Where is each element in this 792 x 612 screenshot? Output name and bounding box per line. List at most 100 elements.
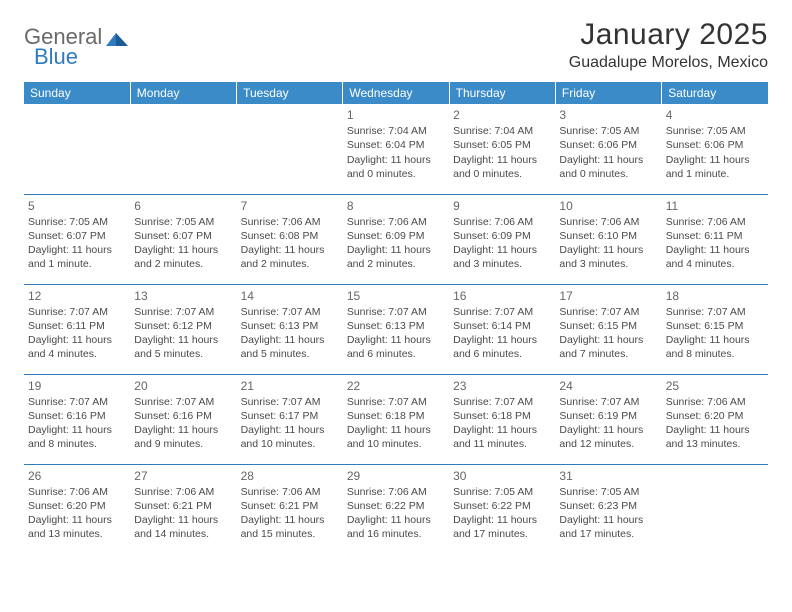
sunset-line: Sunset: 6:18 PM xyxy=(453,409,551,423)
calendar-cell: 13Sunrise: 7:07 AMSunset: 6:12 PMDayligh… xyxy=(130,284,236,374)
sunset-line: Sunset: 6:07 PM xyxy=(28,229,126,243)
daylight-line: Daylight: 11 hours and 12 minutes. xyxy=(559,423,657,451)
sunset-line: Sunset: 6:11 PM xyxy=(28,319,126,333)
day-number: 17 xyxy=(559,288,657,304)
day-number: 25 xyxy=(666,378,764,394)
day-number: 3 xyxy=(559,107,657,123)
daylight-line: Daylight: 11 hours and 1 minute. xyxy=(28,243,126,271)
daylight-line: Daylight: 11 hours and 4 minutes. xyxy=(666,243,764,271)
sunrise-line: Sunrise: 7:07 AM xyxy=(559,305,657,319)
sunrise-line: Sunrise: 7:06 AM xyxy=(666,395,764,409)
day-number: 16 xyxy=(453,288,551,304)
calendar-cell xyxy=(237,104,343,194)
daylight-line: Daylight: 11 hours and 2 minutes. xyxy=(241,243,339,271)
daylight-line: Daylight: 11 hours and 1 minute. xyxy=(666,153,764,181)
day-number: 19 xyxy=(28,378,126,394)
calendar-cell: 14Sunrise: 7:07 AMSunset: 6:13 PMDayligh… xyxy=(237,284,343,374)
calendar-cell: 17Sunrise: 7:07 AMSunset: 6:15 PMDayligh… xyxy=(555,284,661,374)
day-number: 10 xyxy=(559,198,657,214)
sunset-line: Sunset: 6:15 PM xyxy=(559,319,657,333)
sunset-line: Sunset: 6:19 PM xyxy=(559,409,657,423)
calendar-cell: 15Sunrise: 7:07 AMSunset: 6:13 PMDayligh… xyxy=(343,284,449,374)
sunset-line: Sunset: 6:06 PM xyxy=(559,138,657,152)
calendar-cell: 18Sunrise: 7:07 AMSunset: 6:15 PMDayligh… xyxy=(662,284,768,374)
location-subtitle: Guadalupe Morelos, Mexico xyxy=(569,54,768,72)
sunset-line: Sunset: 6:14 PM xyxy=(453,319,551,333)
sunrise-line: Sunrise: 7:06 AM xyxy=(559,215,657,229)
sunset-line: Sunset: 6:18 PM xyxy=(347,409,445,423)
sunrise-line: Sunrise: 7:07 AM xyxy=(347,395,445,409)
day-number: 23 xyxy=(453,378,551,394)
calendar-cell: 6Sunrise: 7:05 AMSunset: 6:07 PMDaylight… xyxy=(130,194,236,284)
day-number: 21 xyxy=(241,378,339,394)
sunrise-line: Sunrise: 7:05 AM xyxy=(28,215,126,229)
calendar-cell: 23Sunrise: 7:07 AMSunset: 6:18 PMDayligh… xyxy=(449,374,555,464)
day-number: 13 xyxy=(134,288,232,304)
page-header: General January 2025 Guadalupe Morelos, … xyxy=(24,18,768,72)
sunset-line: Sunset: 6:16 PM xyxy=(134,409,232,423)
sunset-line: Sunset: 6:20 PM xyxy=(666,409,764,423)
daylight-line: Daylight: 11 hours and 9 minutes. xyxy=(134,423,232,451)
sunset-line: Sunset: 6:20 PM xyxy=(28,499,126,513)
calendar-cell: 9Sunrise: 7:06 AMSunset: 6:09 PMDaylight… xyxy=(449,194,555,284)
sunset-line: Sunset: 6:04 PM xyxy=(347,138,445,152)
table-row: 1Sunrise: 7:04 AMSunset: 6:04 PMDaylight… xyxy=(24,104,768,194)
calendar-cell: 4Sunrise: 7:05 AMSunset: 6:06 PMDaylight… xyxy=(662,104,768,194)
calendar-cell xyxy=(24,104,130,194)
table-row: 5Sunrise: 7:05 AMSunset: 6:07 PMDaylight… xyxy=(24,194,768,284)
daylight-line: Daylight: 11 hours and 14 minutes. xyxy=(134,513,232,541)
day-number: 9 xyxy=(453,198,551,214)
sunrise-line: Sunrise: 7:07 AM xyxy=(347,305,445,319)
sunset-line: Sunset: 6:10 PM xyxy=(559,229,657,243)
daylight-line: Daylight: 11 hours and 10 minutes. xyxy=(241,423,339,451)
day-header-thursday: Thursday xyxy=(449,82,555,104)
daylight-line: Daylight: 11 hours and 11 minutes. xyxy=(453,423,551,451)
calendar-cell: 26Sunrise: 7:06 AMSunset: 6:20 PMDayligh… xyxy=(24,464,130,554)
daylight-line: Daylight: 11 hours and 0 minutes. xyxy=(347,153,445,181)
title-block: January 2025 Guadalupe Morelos, Mexico xyxy=(569,18,768,72)
sunrise-line: Sunrise: 7:07 AM xyxy=(28,305,126,319)
sunrise-line: Sunrise: 7:06 AM xyxy=(347,485,445,499)
daylight-line: Daylight: 11 hours and 5 minutes. xyxy=(241,333,339,361)
sunrise-line: Sunrise: 7:06 AM xyxy=(241,485,339,499)
sunset-line: Sunset: 6:15 PM xyxy=(666,319,764,333)
sunset-line: Sunset: 6:13 PM xyxy=(347,319,445,333)
sunrise-line: Sunrise: 7:06 AM xyxy=(453,215,551,229)
day-number: 6 xyxy=(134,198,232,214)
daylight-line: Daylight: 11 hours and 2 minutes. xyxy=(347,243,445,271)
calendar-cell: 30Sunrise: 7:05 AMSunset: 6:22 PMDayligh… xyxy=(449,464,555,554)
sunrise-line: Sunrise: 7:07 AM xyxy=(453,305,551,319)
calendar-cell: 22Sunrise: 7:07 AMSunset: 6:18 PMDayligh… xyxy=(343,374,449,464)
month-title: January 2025 xyxy=(569,18,768,52)
day-header-saturday: Saturday xyxy=(662,82,768,104)
daylight-line: Daylight: 11 hours and 7 minutes. xyxy=(559,333,657,361)
sunset-line: Sunset: 6:21 PM xyxy=(241,499,339,513)
day-number: 11 xyxy=(666,198,764,214)
daylight-line: Daylight: 11 hours and 8 minutes. xyxy=(666,333,764,361)
day-header-tuesday: Tuesday xyxy=(237,82,343,104)
table-row: 19Sunrise: 7:07 AMSunset: 6:16 PMDayligh… xyxy=(24,374,768,464)
calendar-cell: 27Sunrise: 7:06 AMSunset: 6:21 PMDayligh… xyxy=(130,464,236,554)
daylight-line: Daylight: 11 hours and 3 minutes. xyxy=(559,243,657,271)
daylight-line: Daylight: 11 hours and 10 minutes. xyxy=(347,423,445,451)
calendar-body: 1Sunrise: 7:04 AMSunset: 6:04 PMDaylight… xyxy=(24,104,768,554)
sunrise-line: Sunrise: 7:06 AM xyxy=(134,485,232,499)
sunrise-line: Sunrise: 7:04 AM xyxy=(453,124,551,138)
sunset-line: Sunset: 6:12 PM xyxy=(134,319,232,333)
sunset-line: Sunset: 6:09 PM xyxy=(347,229,445,243)
calendar-cell: 10Sunrise: 7:06 AMSunset: 6:10 PMDayligh… xyxy=(555,194,661,284)
daylight-line: Daylight: 11 hours and 0 minutes. xyxy=(559,153,657,181)
daylight-line: Daylight: 11 hours and 17 minutes. xyxy=(559,513,657,541)
daylight-line: Daylight: 11 hours and 15 minutes. xyxy=(241,513,339,541)
calendar-cell: 7Sunrise: 7:06 AMSunset: 6:08 PMDaylight… xyxy=(237,194,343,284)
daylight-line: Daylight: 11 hours and 6 minutes. xyxy=(453,333,551,361)
sunrise-line: Sunrise: 7:06 AM xyxy=(28,485,126,499)
sunset-line: Sunset: 6:09 PM xyxy=(453,229,551,243)
calendar-cell: 2Sunrise: 7:04 AMSunset: 6:05 PMDaylight… xyxy=(449,104,555,194)
daylight-line: Daylight: 11 hours and 5 minutes. xyxy=(134,333,232,361)
sunset-line: Sunset: 6:08 PM xyxy=(241,229,339,243)
calendar-cell: 21Sunrise: 7:07 AMSunset: 6:17 PMDayligh… xyxy=(237,374,343,464)
calendar-cell: 29Sunrise: 7:06 AMSunset: 6:22 PMDayligh… xyxy=(343,464,449,554)
sunset-line: Sunset: 6:06 PM xyxy=(666,138,764,152)
sunrise-line: Sunrise: 7:06 AM xyxy=(241,215,339,229)
